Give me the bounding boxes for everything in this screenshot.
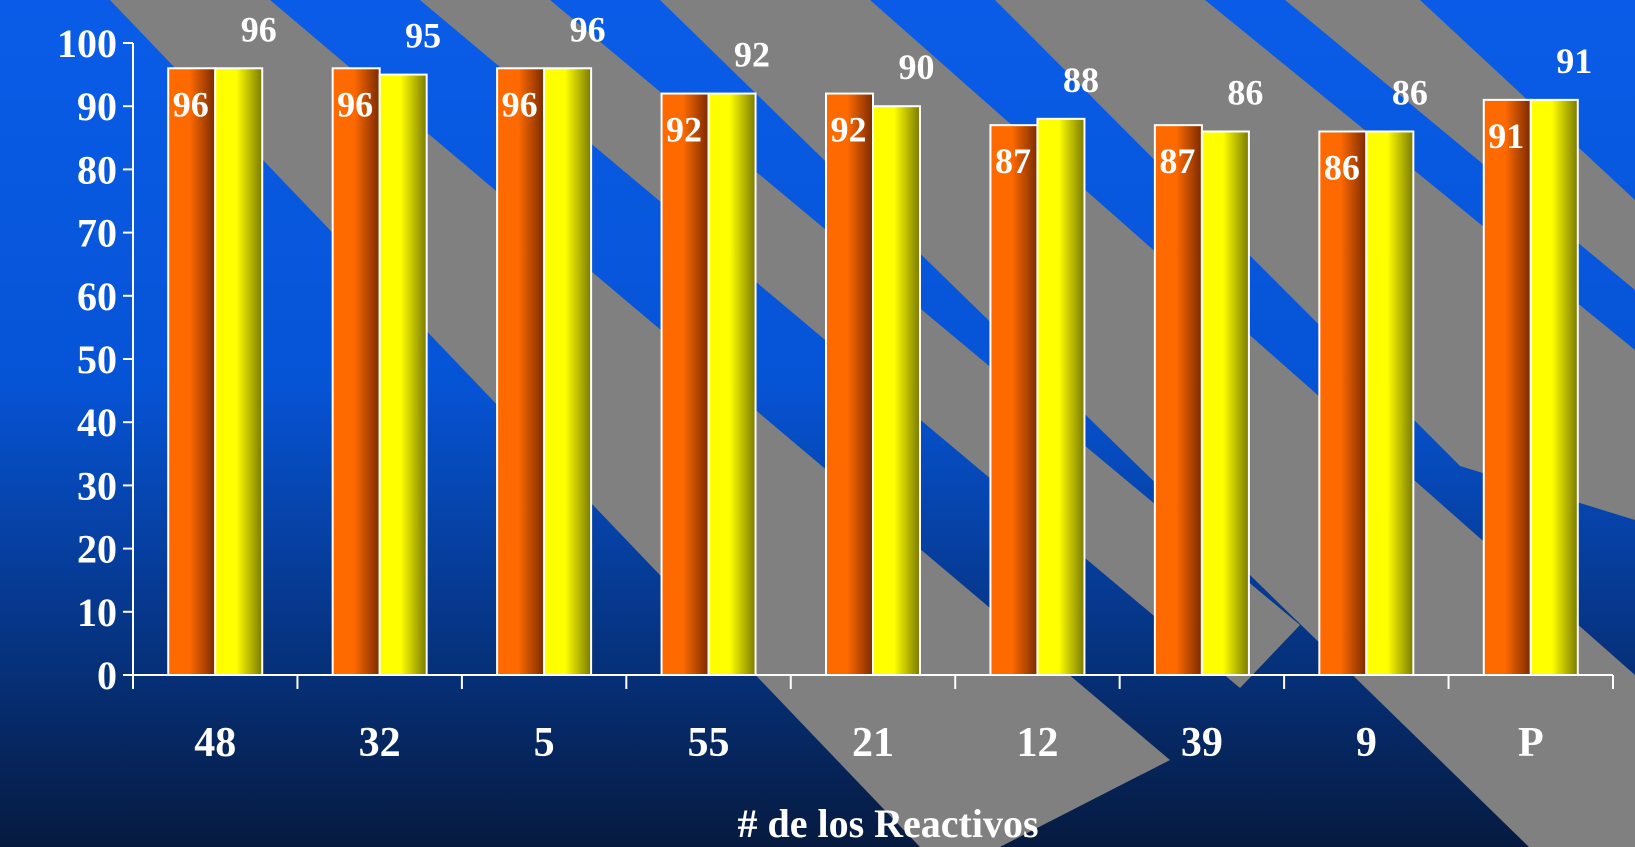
data-label-s1-55: 92 [666,110,702,150]
bar-s2-P [1529,98,1579,676]
data-label-s2-55: 92 [734,35,770,75]
y-tick-label: 80 [77,147,117,192]
bar-s2-5 [543,67,593,676]
x-tick-label: 55 [688,720,730,766]
x-tick-label: 5 [534,720,555,766]
bar-s2-9 [1365,130,1415,677]
x-axis-title: # de los Reactivos [737,801,1038,846]
data-label-s1-32: 96 [337,84,373,124]
bar-s1-32 [331,67,381,676]
data-label-s1-39: 87 [1159,141,1195,181]
data-label-s1-21: 92 [831,110,867,150]
y-tick-label: 20 [77,527,117,572]
bar-s1-21 [825,92,874,676]
x-tick-label: 48 [194,720,236,766]
bars [167,67,1579,677]
data-label-s2-12: 88 [1063,60,1099,100]
bar-s1-39 [1153,124,1203,677]
data-label-s1-48: 96 [173,84,209,124]
bar-s1-48 [167,67,217,676]
bar-s2-32 [378,73,428,677]
data-label-s2-9: 86 [1392,72,1428,112]
data-label-s2-32: 95 [405,16,441,56]
y-tick-label: 10 [77,590,117,635]
x-tick-label: 21 [852,720,894,766]
data-label-s1-P: 91 [1488,116,1524,156]
x-tick-label: 32 [359,720,401,766]
bar-s2-12 [1036,117,1086,676]
bar-s1-12 [989,124,1039,677]
bar-s1-55 [660,92,710,676]
bar-s1-5 [496,67,546,676]
bar-s1-9 [1318,130,1368,677]
bar-s1-P [1482,98,1532,676]
data-label-s1-5: 96 [502,84,538,124]
bar-s2-21 [872,105,921,676]
x-tick-label: 39 [1181,720,1223,766]
data-label-s2-P: 91 [1556,41,1592,81]
bar-s2-48 [214,67,264,676]
y-tick-label: 30 [77,463,117,508]
data-label-s2-5: 96 [570,9,606,49]
y-tick-label: 100 [57,21,117,66]
y-tick-label: 90 [77,84,117,129]
y-axis: 0 10 20 30 40 50 60 70 80 90 100 [57,21,134,698]
data-label-s2-48: 96 [241,9,277,49]
bar-s2-39 [1200,130,1250,677]
bar-s2-55 [707,92,757,676]
y-tick-label: 50 [77,337,117,382]
data-label-s2-21: 90 [899,47,935,87]
x-tick-label: 9 [1356,720,1377,766]
data-label-s1-12: 87 [995,141,1031,181]
y-tick-label: 0 [97,653,117,698]
data-label-s2-39: 86 [1227,72,1263,112]
y-tick-label: 60 [77,274,117,319]
y-tick-label: 40 [77,400,117,445]
x-tick-label: 12 [1016,720,1058,766]
data-labels: 96 96 96 92 92 87 87 86 91 96 95 96 92 90 88 86 86 91 [173,9,1593,187]
data-label-s1-9: 86 [1324,147,1360,187]
x-tick-label: P [1518,720,1544,766]
y-tick-label: 70 [77,211,117,256]
